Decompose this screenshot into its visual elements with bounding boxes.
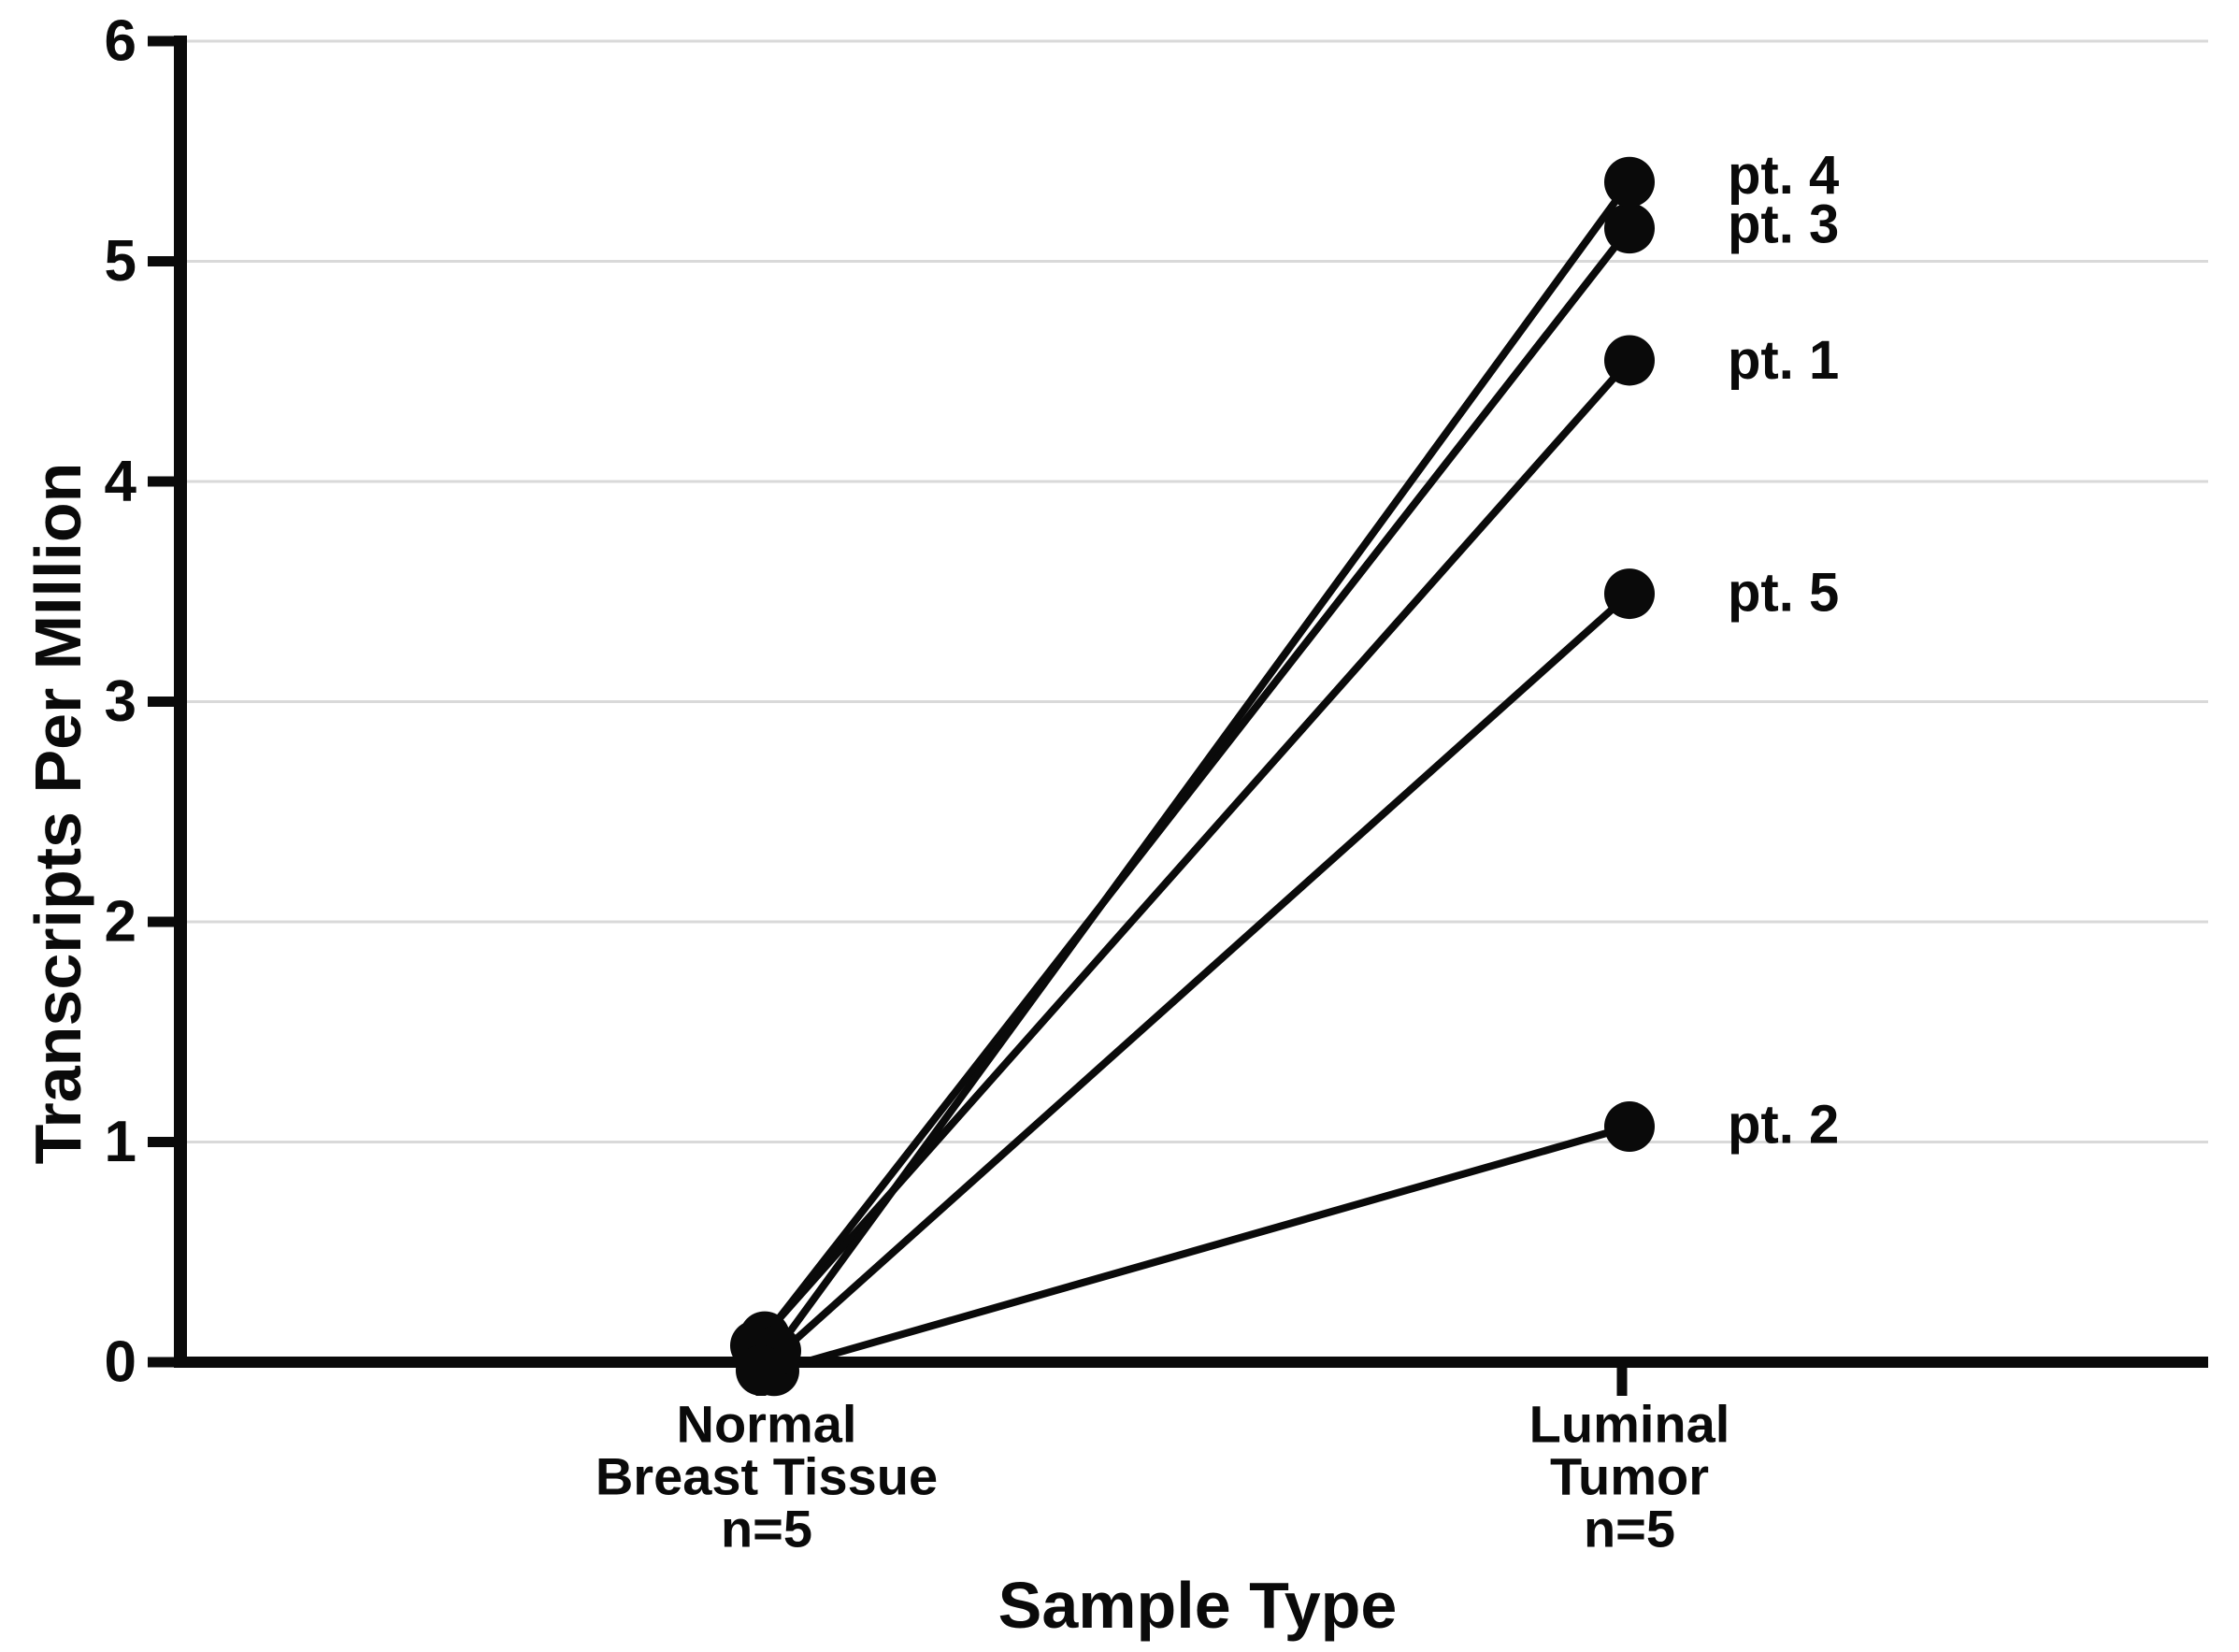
y-tick-label-1: 1 [105,1110,136,1174]
y-tick-label-2: 2 [105,890,136,955]
marker-tumor-pt-1 [1604,335,1655,386]
x-category-label-0-line-2: n=5 [721,1500,812,1559]
point-label-pt-4: pt. 4 [1728,145,1839,206]
y-tick-label-5: 5 [105,229,136,294]
marker-normal-pt-5 [736,1344,786,1396]
x-category-label-1-line-2: n=5 [1584,1500,1675,1559]
x-category-label-1-line-1: Tumor [1550,1447,1709,1506]
point-label-pt-5: pt. 5 [1728,563,1839,624]
x-axis-title: Sample Type [998,1569,1398,1642]
y-tick-label-4: 4 [105,450,137,514]
series-line-pt-4 [772,180,1633,1354]
series-line-pt-2 [772,1123,1631,1375]
y-tick-label-6: 6 [105,9,136,74]
y-tick-label-3: 3 [105,669,136,734]
x-category-label-0-line-0: Normal [677,1395,857,1454]
x-category-label-0-line-1: Breast Tissue [596,1447,938,1506]
x-category-label-1-line-0: Luminal [1529,1395,1730,1454]
y-tick-label-0: 0 [105,1330,136,1395]
marker-tumor-pt-5 [1604,568,1655,620]
y-axis-title: Transcripts Per MIllion [22,462,94,1165]
marker-tumor-pt-3 [1604,203,1655,254]
point-label-pt-2: pt. 2 [1728,1095,1839,1156]
series-line-pt-3 [761,225,1633,1340]
series-line-pt-5 [758,591,1632,1373]
marker-tumor-pt-2 [1604,1101,1655,1153]
point-label-pt-1: pt. 1 [1728,330,1839,391]
point-label-pt-3: pt. 3 [1728,194,1839,255]
marker-tumor-pt-4 [1604,156,1655,208]
x-axis-line [174,1357,2208,1368]
